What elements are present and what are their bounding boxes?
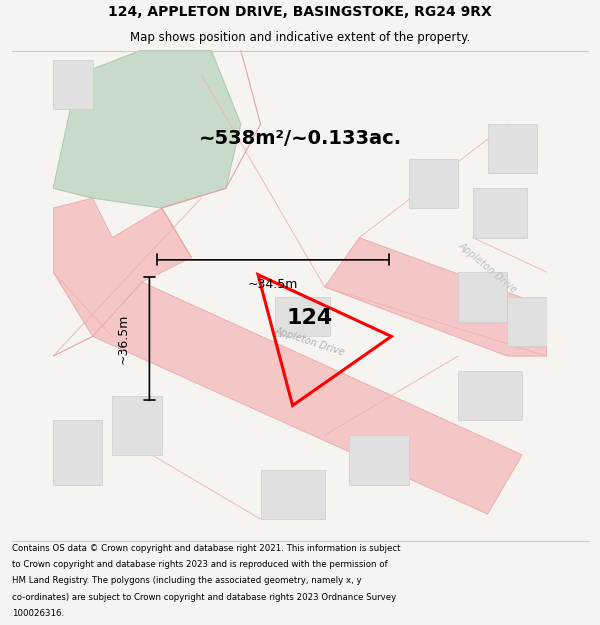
Text: co-ordinates) are subject to Crown copyright and database rights 2023 Ordnance S: co-ordinates) are subject to Crown copyr… — [12, 592, 396, 601]
Text: ~538m²/~0.133ac.: ~538m²/~0.133ac. — [199, 129, 401, 148]
Text: 124, APPLETON DRIVE, BASINGSTOKE, RG24 9RX: 124, APPLETON DRIVE, BASINGSTOKE, RG24 9… — [108, 6, 492, 19]
Polygon shape — [53, 60, 92, 109]
Polygon shape — [458, 272, 508, 321]
Polygon shape — [488, 124, 537, 173]
Text: Contains OS data © Crown copyright and database right 2021. This information is : Contains OS data © Crown copyright and d… — [12, 544, 401, 552]
Polygon shape — [349, 435, 409, 484]
Text: 124: 124 — [287, 308, 333, 328]
Polygon shape — [92, 282, 522, 514]
Text: Appleton Drive: Appleton Drive — [274, 325, 346, 357]
Polygon shape — [53, 420, 103, 484]
Text: HM Land Registry. The polygons (including the associated geometry, namely x, y: HM Land Registry. The polygons (includin… — [12, 576, 362, 585]
Text: Appleton Drive: Appleton Drive — [457, 240, 519, 294]
Text: Map shows position and indicative extent of the property.: Map shows position and indicative extent… — [130, 31, 470, 44]
Polygon shape — [53, 198, 191, 336]
Polygon shape — [508, 297, 547, 346]
Text: ~34.5m: ~34.5m — [248, 278, 298, 291]
Text: ~36.5m: ~36.5m — [116, 314, 130, 364]
Polygon shape — [275, 297, 329, 336]
Polygon shape — [458, 371, 522, 420]
Polygon shape — [260, 470, 325, 519]
Polygon shape — [409, 159, 458, 208]
Polygon shape — [112, 396, 162, 455]
Polygon shape — [473, 188, 527, 238]
Text: to Crown copyright and database rights 2023 and is reproduced with the permissio: to Crown copyright and database rights 2… — [12, 560, 388, 569]
Polygon shape — [53, 50, 241, 208]
Polygon shape — [325, 238, 547, 356]
Text: 100026316.: 100026316. — [12, 609, 64, 618]
